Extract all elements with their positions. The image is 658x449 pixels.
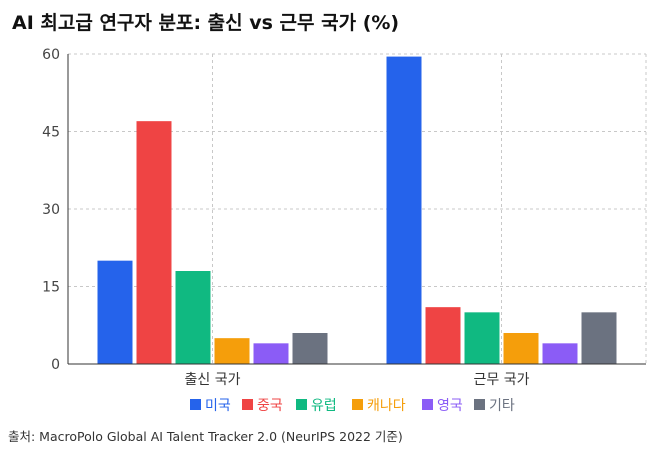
bar (253, 343, 289, 364)
bar (425, 307, 461, 364)
bar (292, 333, 328, 364)
y-tick-label: 0 (51, 357, 60, 373)
legend-label: 미국 (205, 398, 231, 414)
bar (386, 56, 422, 364)
x-tick-label: 근무 국가 (474, 372, 530, 388)
y-tick-label: 60 (42, 47, 60, 63)
legend-swatch (422, 399, 433, 410)
legend-label: 중국 (257, 398, 283, 414)
source-note: 출처: MacroPolo Global AI Talent Tracker 2… (8, 429, 403, 444)
bar (214, 338, 250, 364)
bar (581, 312, 617, 364)
bar (97, 260, 133, 364)
legend: 미국 중국 유럽 캐나다 영국 기타 (190, 398, 515, 414)
axes: 0 15 30 45 60 출신 국가 근무 국가 (42, 47, 646, 388)
legend-swatch (296, 399, 307, 410)
legend-swatch (242, 399, 253, 410)
legend-swatch (190, 399, 201, 410)
y-tick-label: 45 (42, 125, 60, 141)
legend-swatch (474, 399, 485, 410)
chart-title: AI 최고급 연구자 분포: 출신 vs 근무 국가 (%) (12, 12, 400, 34)
y-tick-label: 30 (42, 202, 60, 218)
x-tick-label: 출신 국가 (185, 372, 241, 388)
bar (464, 312, 500, 364)
bar (503, 333, 539, 364)
legend-label: 캐나다 (367, 398, 406, 414)
y-tick-label: 15 (42, 280, 60, 296)
legend-label: 유럽 (311, 398, 337, 414)
bar (136, 121, 172, 365)
bar-group (97, 56, 617, 365)
legend-label: 기타 (489, 398, 515, 414)
bar (175, 271, 211, 364)
bar (542, 343, 578, 364)
legend-swatch (352, 399, 363, 410)
grid-lines (68, 53, 647, 364)
legend-label: 영국 (437, 398, 463, 414)
